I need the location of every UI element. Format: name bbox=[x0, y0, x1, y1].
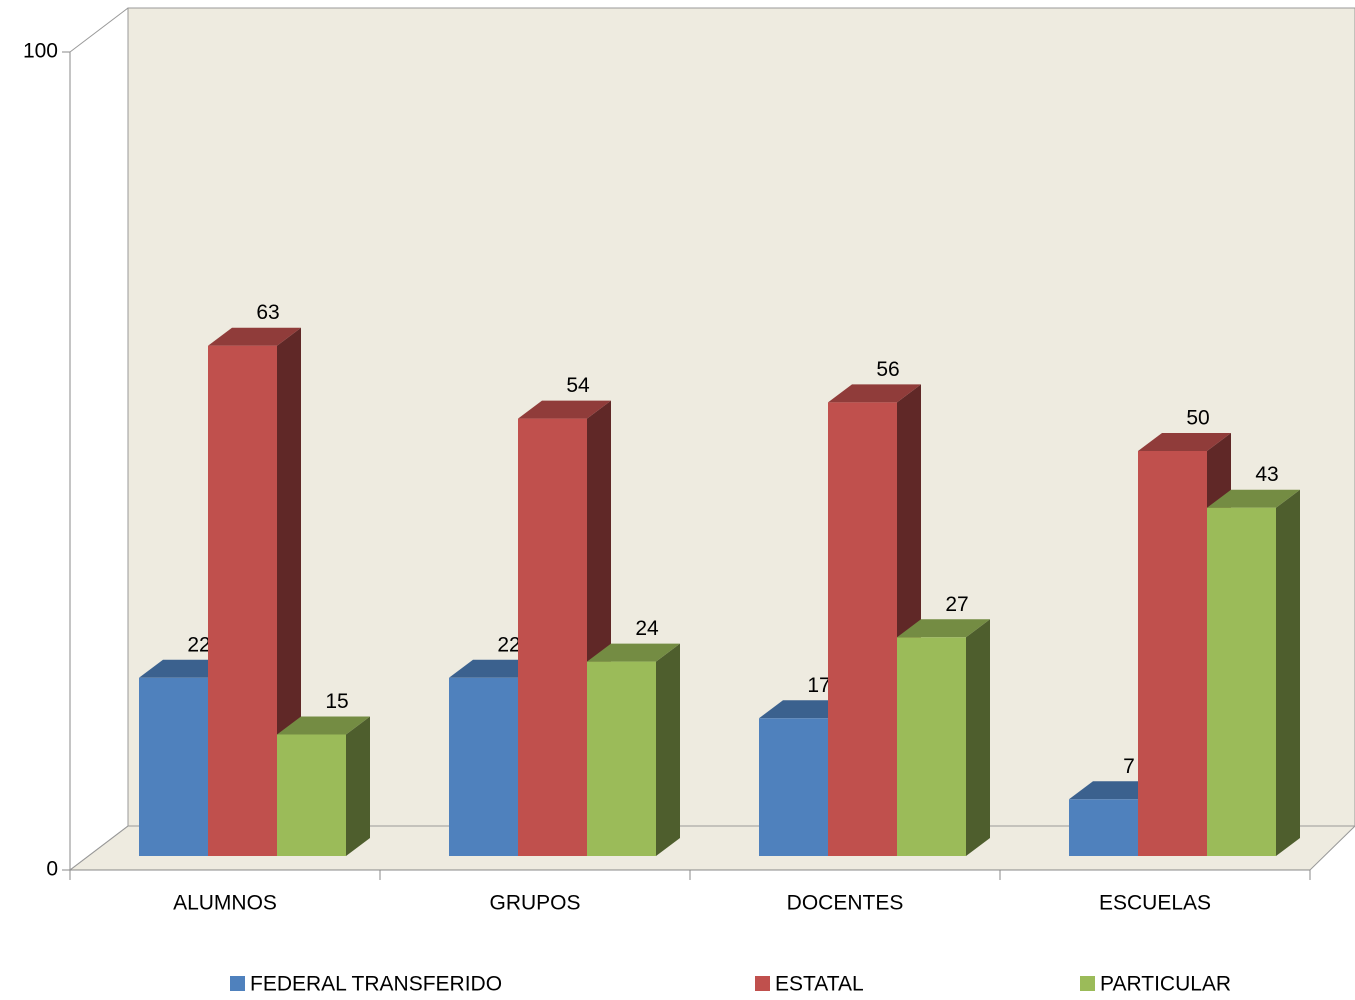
legend-swatch bbox=[230, 976, 245, 991]
bar bbox=[449, 677, 518, 856]
data-label: 43 bbox=[1255, 463, 1278, 486]
bar bbox=[1207, 507, 1276, 856]
bar-top bbox=[208, 327, 301, 346]
bar-side bbox=[1276, 489, 1300, 856]
y-tick-label: 100 bbox=[23, 40, 58, 63]
back-wall bbox=[127, 7, 1355, 827]
bar bbox=[277, 734, 346, 856]
bar bbox=[828, 402, 897, 856]
data-label: 56 bbox=[876, 358, 899, 381]
bar bbox=[1138, 451, 1207, 856]
data-label: 22 bbox=[497, 633, 520, 656]
bar-side bbox=[656, 643, 680, 856]
bar-top bbox=[587, 643, 680, 662]
bar-side bbox=[966, 619, 990, 856]
y-tick-label: 0 bbox=[46, 858, 58, 881]
x-tick-label: DOCENTES bbox=[787, 892, 904, 915]
x-tick-label: GRUPOS bbox=[489, 892, 580, 915]
bar-top bbox=[1138, 433, 1231, 451]
legend-swatch bbox=[1080, 976, 1095, 991]
bar bbox=[139, 677, 208, 856]
bar-top bbox=[518, 400, 611, 419]
bar bbox=[759, 718, 828, 856]
data-label: 17 bbox=[807, 674, 830, 697]
data-label: 24 bbox=[635, 617, 659, 640]
bar-top bbox=[897, 619, 990, 638]
y-tick-wall bbox=[69, 7, 129, 53]
bar-side bbox=[346, 716, 370, 856]
bar-top bbox=[1207, 489, 1300, 508]
data-label: 63 bbox=[256, 301, 279, 324]
legend-label: FEDERAL TRANSFERIDO bbox=[250, 973, 502, 996]
data-label: 15 bbox=[325, 690, 348, 713]
data-label: 7 bbox=[1123, 755, 1135, 778]
data-label: 27 bbox=[945, 593, 968, 616]
bar bbox=[587, 661, 656, 856]
bar-top bbox=[277, 716, 370, 735]
bar bbox=[518, 418, 587, 856]
data-label: 22 bbox=[187, 633, 210, 656]
x-tick-label: ALUMNOS bbox=[173, 892, 277, 915]
data-label: 50 bbox=[1186, 407, 1209, 430]
bar bbox=[208, 345, 277, 856]
bar bbox=[897, 637, 966, 856]
legend-label: PARTICULAR bbox=[1100, 973, 1231, 996]
bar bbox=[1069, 799, 1138, 856]
legend-swatch bbox=[755, 976, 770, 991]
bar-top bbox=[828, 384, 921, 403]
y-tick-wall bbox=[69, 825, 129, 871]
x-tick-label: ESCUELAS bbox=[1099, 892, 1211, 915]
data-label: 54 bbox=[566, 374, 590, 397]
legend-label: ESTATAL bbox=[775, 973, 864, 996]
